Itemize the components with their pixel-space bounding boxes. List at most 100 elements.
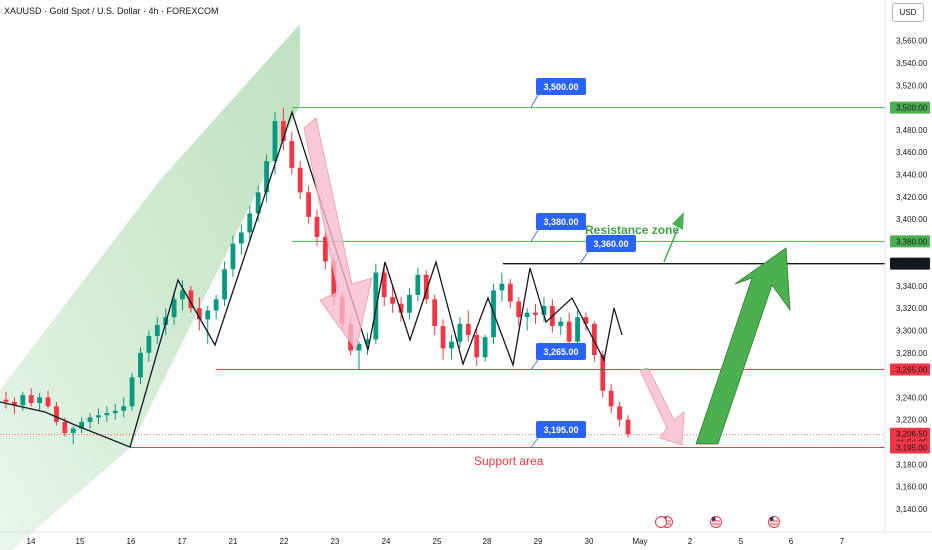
- price-tag-label: 3,380.00: [896, 237, 928, 246]
- candle-body: [575, 317, 580, 342]
- candle-body: [222, 269, 227, 300]
- resistance-arrow-shaft: [663, 227, 679, 263]
- callout-box: [536, 421, 586, 438]
- y-tick-label: 3,280.00: [896, 349, 928, 358]
- x-tick-label: 28: [483, 537, 492, 546]
- event-flag-canton: [770, 517, 774, 521]
- callout-label: 3,195.00: [543, 425, 578, 435]
- candle-body: [238, 232, 244, 244]
- callout-box: [536, 343, 586, 360]
- x-tick-label: May: [632, 537, 647, 546]
- candle-body: [146, 336, 152, 353]
- x-tick-label: 24: [382, 537, 391, 546]
- candle-body: [264, 161, 269, 193]
- price-tag-bg: [890, 441, 930, 454]
- callout-pointer: [530, 94, 539, 108]
- x-tick-label: 15: [76, 537, 85, 546]
- candle-body: [188, 290, 194, 309]
- y-tick-label: 3,340.00: [896, 282, 928, 291]
- candle-body: [196, 308, 202, 320]
- structure-zigzag: [0, 109, 623, 448]
- x-tick-label: 5: [739, 537, 744, 546]
- price-tag-bg: [890, 363, 930, 376]
- uptrend-channel: [0, 24, 300, 550]
- x-tick-label: 25: [433, 537, 442, 546]
- price-tag-bg: [890, 235, 930, 248]
- candle-body: [365, 339, 370, 344]
- callout-label: 3,500.00: [543, 82, 578, 92]
- price-tag-label: 3,360.00: [896, 260, 928, 269]
- candle-body: [306, 192, 311, 217]
- candle-body: [591, 323, 597, 356]
- candle-body: [213, 299, 219, 311]
- y-tick-label: 3,460.00: [896, 148, 928, 157]
- callout-box: [586, 235, 636, 252]
- x-tick-label: 21: [229, 537, 238, 546]
- candle-body: [272, 120, 278, 162]
- y-tick-label: 3,540.00: [896, 59, 928, 68]
- x-tick-label: 2: [688, 537, 693, 546]
- candle-body: [533, 312, 538, 315]
- resistance-zone-label: Resistance zone: [585, 223, 679, 237]
- candle-body: [381, 272, 387, 298]
- candle-body: [558, 321, 564, 327]
- price-tag-label: 3,265.00: [896, 366, 928, 375]
- y-tick-label: 3,180.00: [896, 460, 928, 469]
- candle-body: [87, 417, 93, 422]
- candle-body: [121, 406, 127, 411]
- callout-box: [536, 78, 586, 95]
- candle-body: [407, 294, 412, 313]
- y-tick-label: 3,480.00: [896, 126, 928, 135]
- x-tick-label: 16: [127, 537, 136, 546]
- candle-body: [3, 399, 9, 402]
- y-tick-label: 3,520.00: [896, 81, 928, 90]
- event-flag-icon: [655, 516, 667, 528]
- candle-body: [323, 236, 328, 262]
- candle-body: [482, 337, 488, 358]
- price-tag-label: 3,195.00: [896, 444, 928, 453]
- candle-body: [255, 192, 261, 214]
- price-tag-bg: [890, 101, 930, 114]
- candle-body: [79, 421, 85, 429]
- candle-body: [70, 428, 76, 434]
- candle-body: [314, 216, 320, 237]
- candle-body: [138, 352, 143, 378]
- candle-body: [37, 397, 43, 403]
- callout-label: 3,360.00: [593, 239, 628, 249]
- resistance-arrow-head: [672, 212, 684, 230]
- candle-body: [129, 377, 135, 407]
- candle-body: [289, 141, 295, 168]
- candle-body: [465, 323, 471, 335]
- candle-body: [62, 421, 68, 434]
- support-area-label: Support area: [474, 454, 544, 468]
- chart-header: XAUUSD · Gold Spot / U.S. Dollar · 4h · …: [4, 6, 219, 16]
- x-tick-label: 23: [331, 537, 340, 546]
- callout-pointer: [530, 437, 539, 448]
- candle-body: [608, 390, 614, 407]
- x-tick-label: 7: [840, 537, 845, 546]
- candle-body: [600, 355, 606, 391]
- candle-body: [356, 343, 362, 351]
- x-tick-label: 17: [178, 537, 187, 546]
- y-tick-label: 3,240.00: [896, 393, 928, 402]
- callout-label: 3,380.00: [543, 217, 578, 227]
- y-tick-label: 3,320.00: [896, 304, 928, 313]
- candle-body: [449, 341, 454, 349]
- current-price-tag-label: 3,206.50: [896, 430, 928, 439]
- y-tick-label: 3,140.00: [896, 505, 928, 514]
- currency-badge[interactable]: USD: [892, 3, 924, 22]
- candle-body: [230, 243, 236, 270]
- candle-body: [373, 272, 379, 340]
- y-tick-label: 3,560.00: [896, 37, 928, 46]
- x-tick-label: 22: [280, 537, 289, 546]
- candle-body: [12, 401, 17, 406]
- candle-body: [28, 395, 34, 403]
- x-tick-label: 6: [789, 537, 794, 546]
- downtrend-arrow-1: [303, 117, 373, 351]
- candle-body: [104, 412, 110, 416]
- candle-body: [524, 312, 530, 318]
- candle-body: [297, 167, 303, 193]
- downtrend-arrow-2: [639, 367, 685, 446]
- candle-body: [457, 323, 463, 342]
